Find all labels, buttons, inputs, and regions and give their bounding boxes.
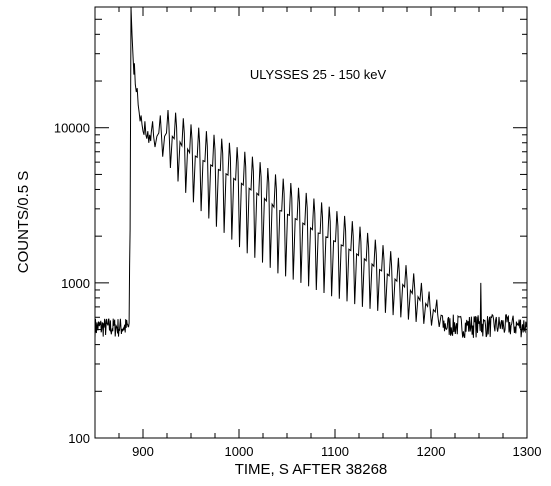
x-tick-label: 1000 — [225, 444, 254, 459]
y-axis-label: COUNTS/0.5 S — [15, 171, 32, 274]
light-curve-line — [94, 6, 527, 338]
x-tick-label: 900 — [132, 444, 154, 459]
y-tick-label: 10000 — [54, 121, 90, 136]
axes-layer: 900 1000 1100 1200 1300 100 1000 10000 — [54, 6, 542, 459]
x-tick-label: 1200 — [417, 444, 446, 459]
chart-annotation: ULYSSES 25 - 150 keV — [250, 67, 387, 82]
x-tick-label: 1100 — [321, 444, 349, 459]
data-layer — [94, 6, 527, 338]
y-tick-label: 1000 — [61, 276, 90, 291]
x-axis-label: TIME, S AFTER 38268 — [235, 461, 388, 478]
x-tick-label: 1300 — [513, 444, 542, 459]
y-tick-label: 100 — [68, 431, 90, 446]
